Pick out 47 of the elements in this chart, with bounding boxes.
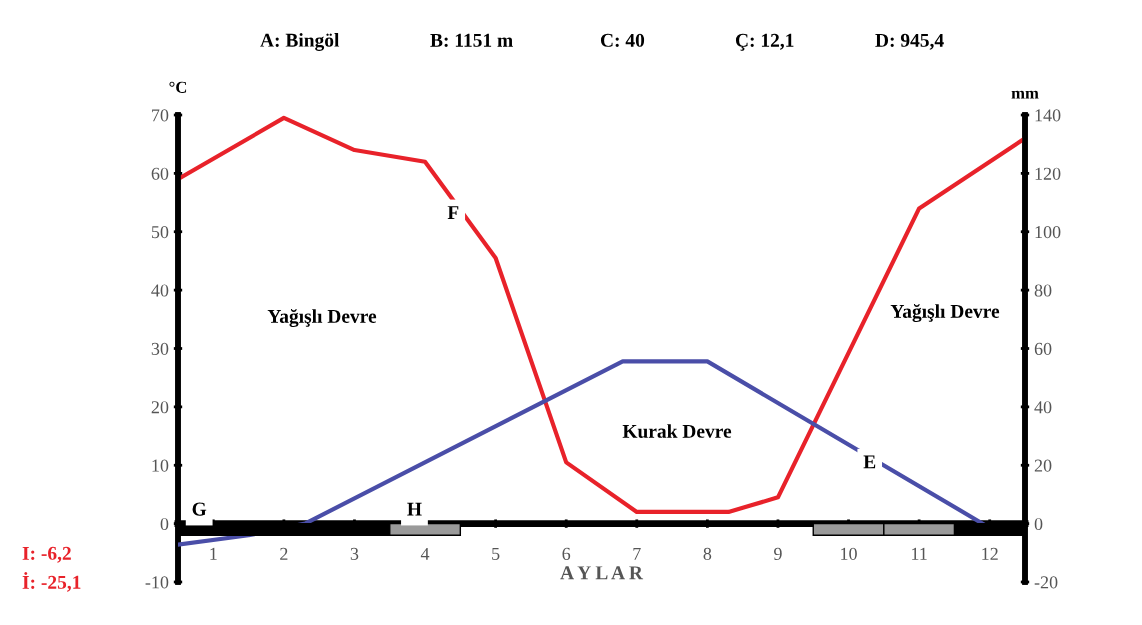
- annotation: Kurak Devre: [622, 424, 732, 438]
- x-tick-label: 8: [703, 547, 712, 560]
- x-tick-label: 1: [210, 547, 217, 560]
- annotation: E: [863, 455, 876, 469]
- y2-tick-label: 100: [1035, 226, 1061, 239]
- x-tick-label: 11: [912, 547, 927, 560]
- x-tick-label: 10: [841, 547, 857, 560]
- y2-tick-label: 0: [1034, 517, 1043, 531]
- y-tick-label: 10: [152, 459, 169, 472]
- y-tick-label: 20: [151, 401, 169, 414]
- x-tick-label: 6: [562, 547, 571, 560]
- y2-tick-label: 20: [1034, 459, 1052, 472]
- y-tick-label: 30: [151, 342, 169, 355]
- annotation: G: [192, 502, 207, 516]
- annotation: F: [447, 206, 459, 219]
- text: B: 1151 m: [430, 33, 513, 47]
- y2-tick-label: 60: [1034, 342, 1052, 355]
- y-axis-title: °C: [169, 81, 187, 93]
- y2-tick-label: 40: [1034, 401, 1052, 414]
- text: D: 945,4: [875, 33, 944, 50]
- x-tick-label: 2: [280, 547, 288, 560]
- text: I: -6,2: [22, 546, 71, 563]
- y2-tick-label: 80: [1034, 284, 1052, 297]
- y2-axis-title: mm: [1011, 90, 1039, 99]
- y-tick-label: 60: [151, 167, 169, 180]
- text: C: 40: [600, 33, 645, 47]
- x-tick-label: 7: [633, 547, 641, 560]
- y-tick-label: -10: [145, 576, 169, 589]
- y2-tick-label: 140: [1035, 109, 1061, 122]
- y-tick-label: 0: [160, 517, 169, 531]
- x-tick-label: 5: [492, 547, 500, 560]
- text: Ç: 12,1: [735, 33, 794, 51]
- annotation: Yağışlı Devre: [890, 304, 1000, 322]
- y-tick-label: 50: [151, 226, 169, 239]
- text: A: Bingöl: [260, 33, 340, 51]
- annotation: H: [407, 502, 422, 516]
- x-tick-label: 4: [420, 547, 430, 560]
- x-tick-label: 12: [982, 547, 998, 560]
- x-axis-title: A Y L A R: [560, 566, 644, 580]
- text: İ: -25,1: [22, 572, 81, 592]
- y-tick-label: 70: [152, 109, 169, 122]
- annotation: Yağışlı Devre: [267, 309, 377, 327]
- y2-tick-label: 120: [1035, 167, 1061, 180]
- x-tick-label: 9: [774, 547, 782, 560]
- x-tick-label: 3: [350, 547, 359, 560]
- y-tick-label: 40: [151, 284, 169, 297]
- y2-tick-label: -20: [1034, 576, 1058, 589]
